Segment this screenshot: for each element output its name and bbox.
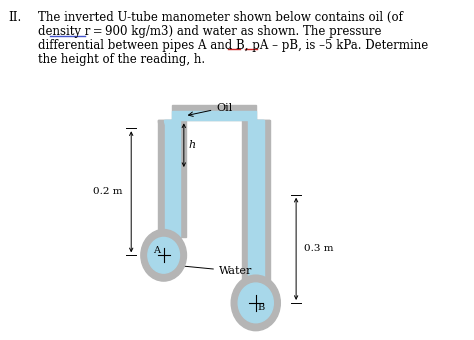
Wedge shape bbox=[256, 120, 264, 129]
Circle shape bbox=[148, 237, 180, 273]
Text: density r = 900 kg/m3) and water as shown. The pressure: density r = 900 kg/m3) and water as show… bbox=[38, 25, 382, 38]
Text: Oil: Oil bbox=[189, 103, 233, 116]
Text: 0.3 m: 0.3 m bbox=[304, 244, 334, 253]
Bar bbox=[242, 120, 270, 282]
Bar bbox=[173, 104, 256, 120]
Text: II.: II. bbox=[9, 11, 22, 24]
Bar bbox=[173, 112, 256, 120]
Wedge shape bbox=[256, 120, 270, 136]
Bar bbox=[164, 120, 180, 237]
Bar bbox=[248, 120, 264, 282]
Text: Water: Water bbox=[178, 264, 252, 276]
Wedge shape bbox=[164, 120, 173, 129]
Text: h: h bbox=[188, 140, 195, 150]
Circle shape bbox=[141, 230, 186, 281]
Text: 0.2 m: 0.2 m bbox=[93, 187, 122, 196]
Bar bbox=[158, 120, 186, 237]
Text: A: A bbox=[153, 246, 160, 255]
Circle shape bbox=[231, 275, 280, 331]
Wedge shape bbox=[158, 120, 173, 136]
Circle shape bbox=[238, 283, 273, 323]
Text: the height of the reading, h.: the height of the reading, h. bbox=[38, 53, 205, 66]
Text: differential between pipes A and B, pA – pB, is –5 kPa. Determine: differential between pipes A and B, pA –… bbox=[38, 39, 428, 52]
Text: B: B bbox=[257, 303, 264, 312]
Text: The inverted U-tube manometer shown below contains oil (of: The inverted U-tube manometer shown belo… bbox=[38, 11, 403, 24]
